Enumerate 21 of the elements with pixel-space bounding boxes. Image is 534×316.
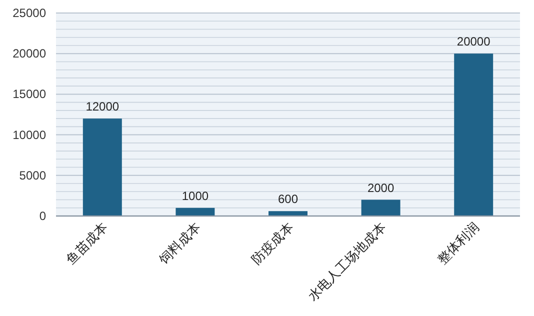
x-tick-label: 防疫成本 bbox=[249, 220, 297, 268]
data-label: 1000 bbox=[182, 188, 209, 203]
y-tick-label: 20000 bbox=[12, 46, 46, 61]
bar bbox=[454, 54, 494, 216]
x-tick-label: 整体利润 bbox=[435, 220, 482, 268]
bar bbox=[361, 200, 400, 216]
bar bbox=[176, 208, 215, 216]
x-tick-label: 水电人工场地成本 bbox=[305, 220, 390, 304]
y-tick-label: 25000 bbox=[12, 6, 46, 20]
data-label: 2000 bbox=[367, 180, 394, 195]
data-label: 600 bbox=[278, 192, 298, 206]
y-tick-label: 10000 bbox=[12, 128, 46, 142]
x-tick-label: 鱼苗成本 bbox=[64, 220, 112, 268]
bar bbox=[268, 211, 308, 216]
y-tick-label: 0 bbox=[39, 209, 46, 223]
bar bbox=[82, 118, 122, 216]
data-label: 20000 bbox=[456, 34, 491, 49]
x-tick-label: 饲料成本 bbox=[156, 220, 204, 268]
y-tick-label: 5000 bbox=[19, 168, 46, 182]
data-label: 12000 bbox=[86, 100, 120, 114]
y-tick-label: 15000 bbox=[12, 87, 46, 102]
